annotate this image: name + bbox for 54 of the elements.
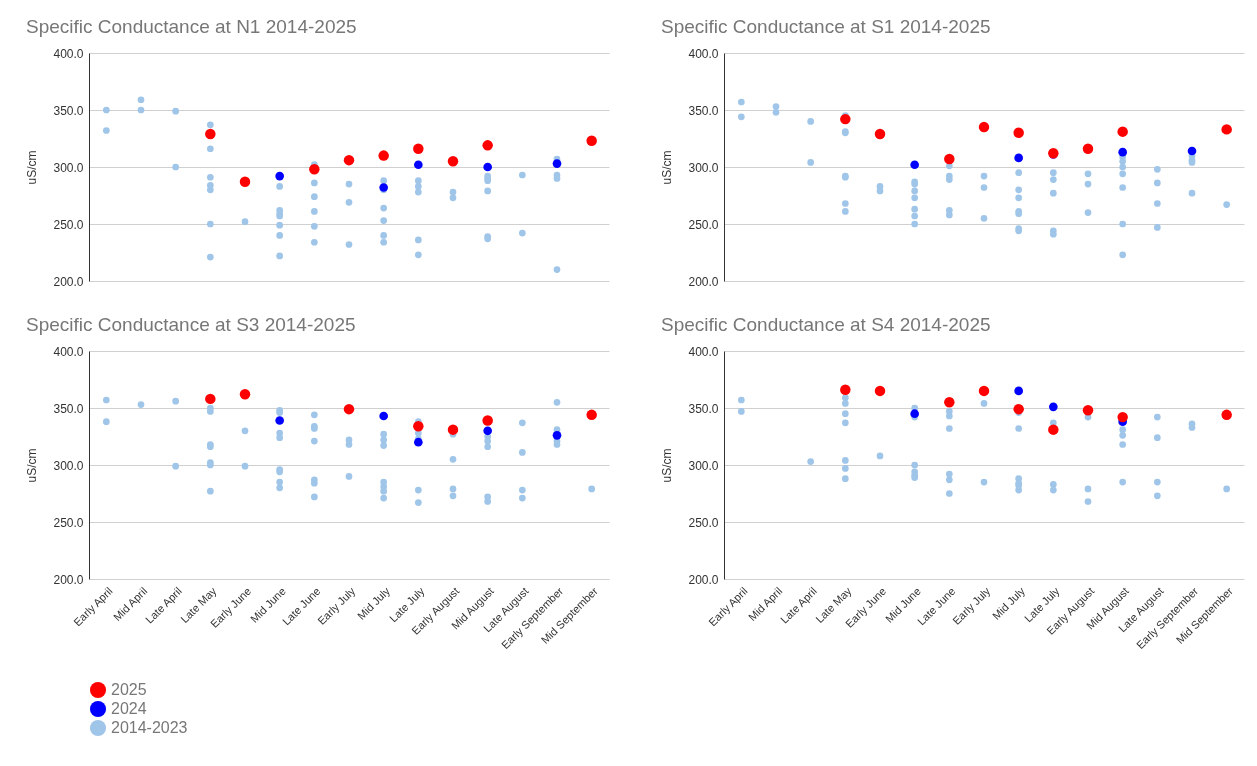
- y-tick-label: 400.0: [53, 46, 84, 61]
- point: [483, 426, 492, 436]
- point: [1014, 153, 1023, 163]
- y-tick-label: 350.0: [688, 103, 719, 118]
- point: [586, 409, 597, 421]
- y-tick-label: 200.0: [688, 274, 719, 289]
- chart-title: Specific Conductance at S3 2014-2025: [25, 314, 356, 335]
- point: [275, 416, 284, 425]
- chart-title: Specific Conductance at N1 2014-2025: [25, 16, 357, 37]
- point: [874, 128, 886, 140]
- y-tick-label: 200.0: [688, 572, 719, 587]
- point: [552, 431, 562, 440]
- point: [944, 153, 955, 165]
- point: [1082, 143, 1094, 154]
- point: [840, 113, 851, 125]
- y-tick-label: 350.0: [53, 401, 84, 416]
- y-tick-label: 400.0: [688, 344, 719, 359]
- point: [1117, 126, 1128, 137]
- y-tick-label: 400.0: [53, 344, 84, 359]
- point: [414, 437, 423, 447]
- point: [413, 421, 424, 432]
- y-tick-label: 200.0: [53, 572, 84, 587]
- y-tick-label: 350.0: [688, 401, 719, 416]
- legend-label: 2024: [111, 700, 147, 717]
- y-tick-label: 300.0: [688, 458, 719, 473]
- point: [343, 403, 355, 415]
- chart-title: Specific Conductance at S4 2014-2025: [660, 314, 991, 335]
- y-tick-label: 250.0: [688, 217, 719, 232]
- point: [1118, 147, 1127, 157]
- y-tick-label: 200.0: [53, 274, 84, 289]
- legend-label: 2025: [111, 681, 147, 698]
- y-tick-label: 300.0: [688, 160, 719, 175]
- y-tick-label: 250.0: [688, 515, 719, 530]
- y-tick-label: 350.0: [53, 103, 84, 118]
- y-tick-label: 250.0: [53, 217, 84, 232]
- y-tick-label: 250.0: [53, 515, 84, 530]
- point: [379, 411, 388, 421]
- point: [447, 424, 459, 435]
- y-tick-label: 400.0: [688, 46, 719, 61]
- y-axis-title: uS/cm: [660, 150, 675, 185]
- y-axis-title: uS/cm: [25, 150, 40, 185]
- y-axis-title: uS/cm: [25, 448, 40, 483]
- y-axis-title: uS/cm: [660, 448, 675, 483]
- chart-title: Specific Conductance at S1 2014-2025: [660, 16, 991, 37]
- point: [978, 121, 990, 133]
- point: [239, 389, 251, 400]
- point: [205, 393, 216, 405]
- point: [1013, 127, 1024, 139]
- point: [910, 160, 919, 170]
- point: [1221, 124, 1232, 135]
- legend-label: 2014-2023: [111, 719, 188, 736]
- y-tick-label: 300.0: [53, 160, 84, 175]
- y-tick-label: 300.0: [53, 458, 84, 473]
- point: [482, 415, 493, 426]
